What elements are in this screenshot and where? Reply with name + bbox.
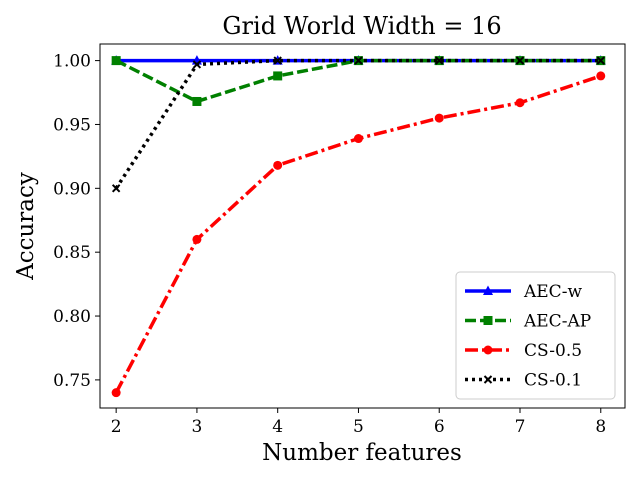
data-point xyxy=(111,388,121,398)
x-axis-label: Number features xyxy=(262,440,462,466)
data-point xyxy=(273,56,282,65)
x-tick-label: 3 xyxy=(192,417,203,437)
y-axis-label: Accuracy xyxy=(13,172,39,281)
y-tick-label: 0.75 xyxy=(53,371,91,391)
x-tick-label: 5 xyxy=(353,417,364,437)
legend-item: AEC-w xyxy=(465,282,582,302)
legend-label: AEC-AP xyxy=(523,312,591,332)
legend-marker xyxy=(483,375,493,384)
legend-label: CS-0.5 xyxy=(524,341,582,361)
y-tick-label: 1.00 xyxy=(53,52,91,72)
data-point xyxy=(515,98,525,108)
x-tick-label: 7 xyxy=(515,417,526,437)
data-point xyxy=(596,56,605,65)
data-point xyxy=(435,56,444,65)
series-cs-0-5 xyxy=(111,71,606,398)
x-tick-label: 4 xyxy=(272,417,283,437)
plot-frame xyxy=(99,43,626,409)
data-point xyxy=(354,56,363,65)
legend: AEC-w AEC-AP CS-0.5 CS-0.1 xyxy=(455,271,616,400)
y-tick-label: 0.80 xyxy=(53,307,91,327)
axis-ticks: 2 3 4 5 6 7 8 0.75 0.80 0.85 0.90 0.95 1.00 xyxy=(53,52,606,437)
data-point xyxy=(434,113,444,123)
x-tick-label: 2 xyxy=(111,417,122,437)
data-point xyxy=(273,160,283,170)
legend-label: AEC-w xyxy=(523,282,582,302)
x-tick-label: 6 xyxy=(434,417,445,437)
legend-item: CS-0.5 xyxy=(465,341,582,361)
series-cs-0-1 xyxy=(111,56,605,193)
data-point xyxy=(192,234,202,244)
chart-title: Grid World Width = 16 xyxy=(222,12,501,40)
data-point xyxy=(111,184,121,193)
data-point xyxy=(596,71,606,81)
y-tick-label: 0.95 xyxy=(53,115,91,135)
legend-box xyxy=(455,271,616,400)
legend-marker xyxy=(483,345,493,355)
plot-marks xyxy=(111,55,606,398)
data-point xyxy=(353,134,363,144)
legend-item: CS-0.1 xyxy=(465,371,582,391)
legend-marker xyxy=(483,316,493,325)
data-point xyxy=(192,96,202,106)
data-point xyxy=(111,56,121,66)
data-point xyxy=(515,56,525,65)
x-tick-label: 8 xyxy=(595,417,606,437)
data-point xyxy=(192,60,202,69)
series-line xyxy=(114,58,601,190)
legend-label: CS-0.1 xyxy=(524,371,582,391)
legend-marker xyxy=(483,285,493,295)
legend-item: AEC-AP xyxy=(465,312,591,332)
y-tick-label: 0.85 xyxy=(53,243,91,263)
series-line xyxy=(115,58,601,104)
y-tick-label: 0.90 xyxy=(53,179,91,199)
data-point xyxy=(273,71,283,81)
